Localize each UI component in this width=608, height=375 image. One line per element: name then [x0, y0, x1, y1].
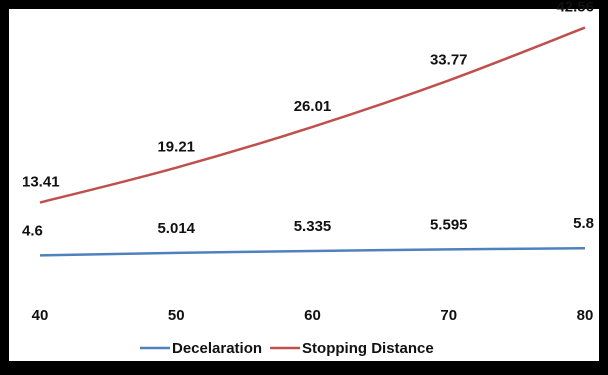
data-label-decelaration-80: 5.8	[573, 215, 594, 232]
legend-item-stopping-distance: Stopping Distance	[270, 340, 434, 357]
data-labels: 4.6 5.014 5.335 5.595 5.8 13.41 19.21 26.01 33.7…	[22, 0, 594, 239]
data-label-stopping-distance-70: 33.77	[430, 51, 468, 68]
legend-item-decelaration: Decelaration	[140, 340, 262, 357]
data-label-decelaration-50: 5.014	[157, 220, 195, 237]
series-line-stopping-distance	[39, 26, 586, 204]
legend-label-decelaration: Decelaration	[172, 340, 262, 357]
legend-label-stopping-distance: Stopping Distance	[302, 340, 434, 357]
x-axis-tick-labels: 40 50 60 70 80	[32, 307, 594, 324]
series-line-decelaration	[39, 246, 586, 257]
x-tick-label-60: 60	[304, 307, 321, 324]
data-label-stopping-distance-40: 13.41	[22, 174, 60, 191]
x-tick-label-70: 70	[440, 307, 457, 324]
legend: Decelaration Stopping Distance	[140, 340, 434, 357]
series-lines	[39, 26, 586, 257]
x-tick-label-50: 50	[168, 307, 185, 324]
x-tick-label-40: 40	[32, 307, 49, 324]
data-label-decelaration-60: 5.335	[294, 218, 332, 235]
data-label-stopping-distance-80: 42.56	[556, 0, 594, 16]
data-label-stopping-distance-50: 19.21	[157, 139, 195, 156]
data-label-decelaration-40: 4.6	[22, 222, 43, 239]
x-tick-label-80: 80	[577, 307, 594, 324]
data-label-decelaration-70: 5.595	[430, 216, 468, 233]
data-label-stopping-distance-60: 26.01	[294, 98, 332, 115]
